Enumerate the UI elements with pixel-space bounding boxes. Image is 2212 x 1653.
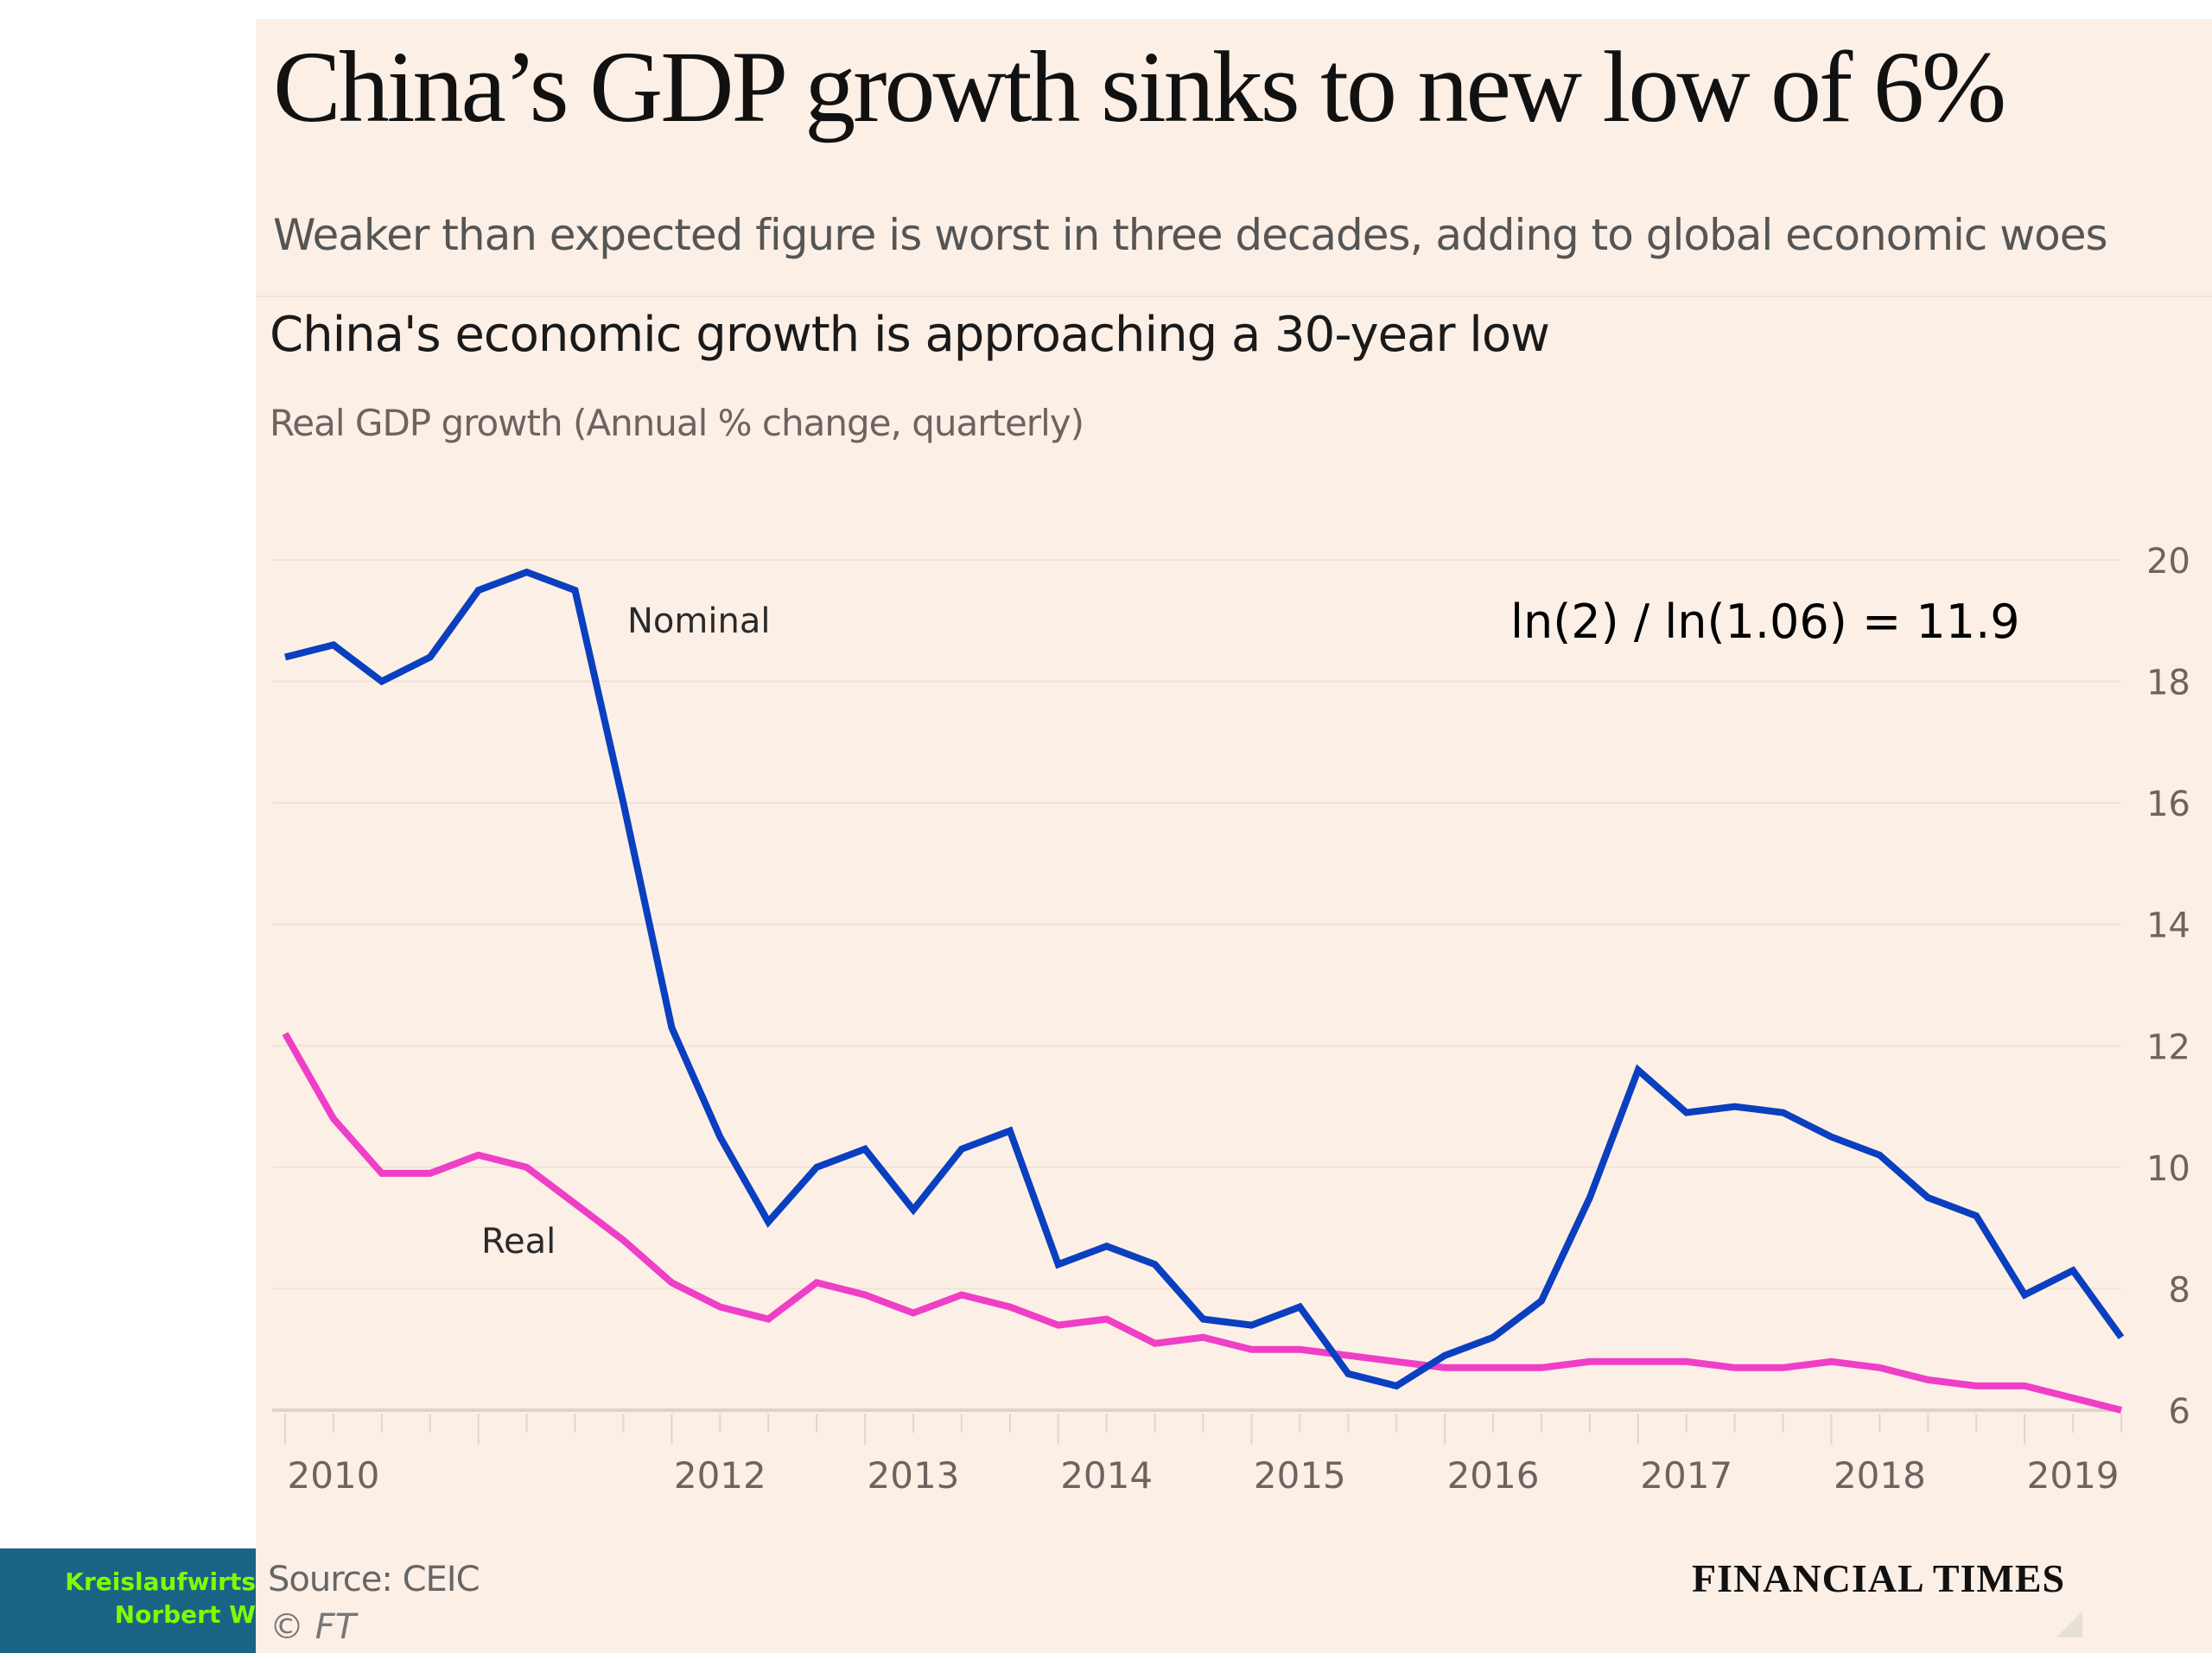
chart-panel xyxy=(256,19,2212,1653)
x-tick-label: 2015 xyxy=(1254,1454,1346,1497)
divider xyxy=(256,296,2212,297)
doubling-time-annotation: ln(2) / ln(1.06) = 11.9 xyxy=(1510,594,2020,649)
x-axis-labels: 2010 2012 2013 2014 2015 2016 2017 2018 2019 xyxy=(287,1454,2119,1497)
y-tick-label: 6 xyxy=(2169,1392,2190,1432)
y-tick-label: 20 xyxy=(2146,542,2190,582)
x-tick-label: 2013 xyxy=(868,1454,960,1497)
ft-logo: FINANCIAL TIMES xyxy=(1692,1556,2066,1600)
x-tick-label: 2019 xyxy=(2027,1454,2120,1497)
y-tick-label: 12 xyxy=(2146,1027,2190,1067)
series-line-real xyxy=(282,1032,2122,1414)
article-standfirst: Weaker than expected figure is worst in … xyxy=(273,210,2108,260)
chart-subtitle: Real GDP growth (Annual % change, quarte… xyxy=(270,402,1084,444)
grid-lines xyxy=(272,559,2121,1412)
x-tick-label: 2014 xyxy=(1060,1454,1153,1497)
series-label-nominal: Nominal xyxy=(627,601,770,641)
y-tick-label: 16 xyxy=(2146,785,2190,824)
y-tick-label: 14 xyxy=(2146,906,2190,946)
y-axis-labels: 6 8 10 12 14 16 18 20 xyxy=(2146,542,2190,1432)
y-tick-label: 8 xyxy=(2169,1270,2190,1310)
x-tick-label: 2012 xyxy=(674,1454,766,1497)
series-labels: Nominal Real xyxy=(481,601,770,1262)
x-tick-label: 2010 xyxy=(287,1454,379,1497)
series-line-nominal xyxy=(284,568,2125,1390)
slide-footer-line2: Norbert W xyxy=(114,1600,256,1629)
x-tick-label: 2018 xyxy=(1834,1454,1926,1497)
y-tick-label: 10 xyxy=(2146,1149,2190,1189)
series-label-real: Real xyxy=(481,1222,556,1262)
x-tick-label: 2016 xyxy=(1447,1454,1540,1497)
article-headline: China’s GDP growth sinks to new low of 6… xyxy=(273,30,2006,143)
series-lines xyxy=(282,568,2125,1414)
source-note: Source: CEIC xyxy=(268,1560,480,1599)
resize-corner-icon xyxy=(2056,1612,2082,1637)
y-tick-label: 18 xyxy=(2146,664,2190,703)
copyright-note: © FT xyxy=(270,1607,357,1647)
slide-footer-band: Kreislaufwirts Norbert W xyxy=(0,1548,256,1653)
slide-footer-line1: Kreislaufwirts xyxy=(65,1567,256,1596)
chart-title: China's economic growth is approaching a… xyxy=(270,307,1550,363)
x-axis-ticks xyxy=(284,1414,2122,1445)
x-tick-label: 2017 xyxy=(1640,1454,1732,1497)
